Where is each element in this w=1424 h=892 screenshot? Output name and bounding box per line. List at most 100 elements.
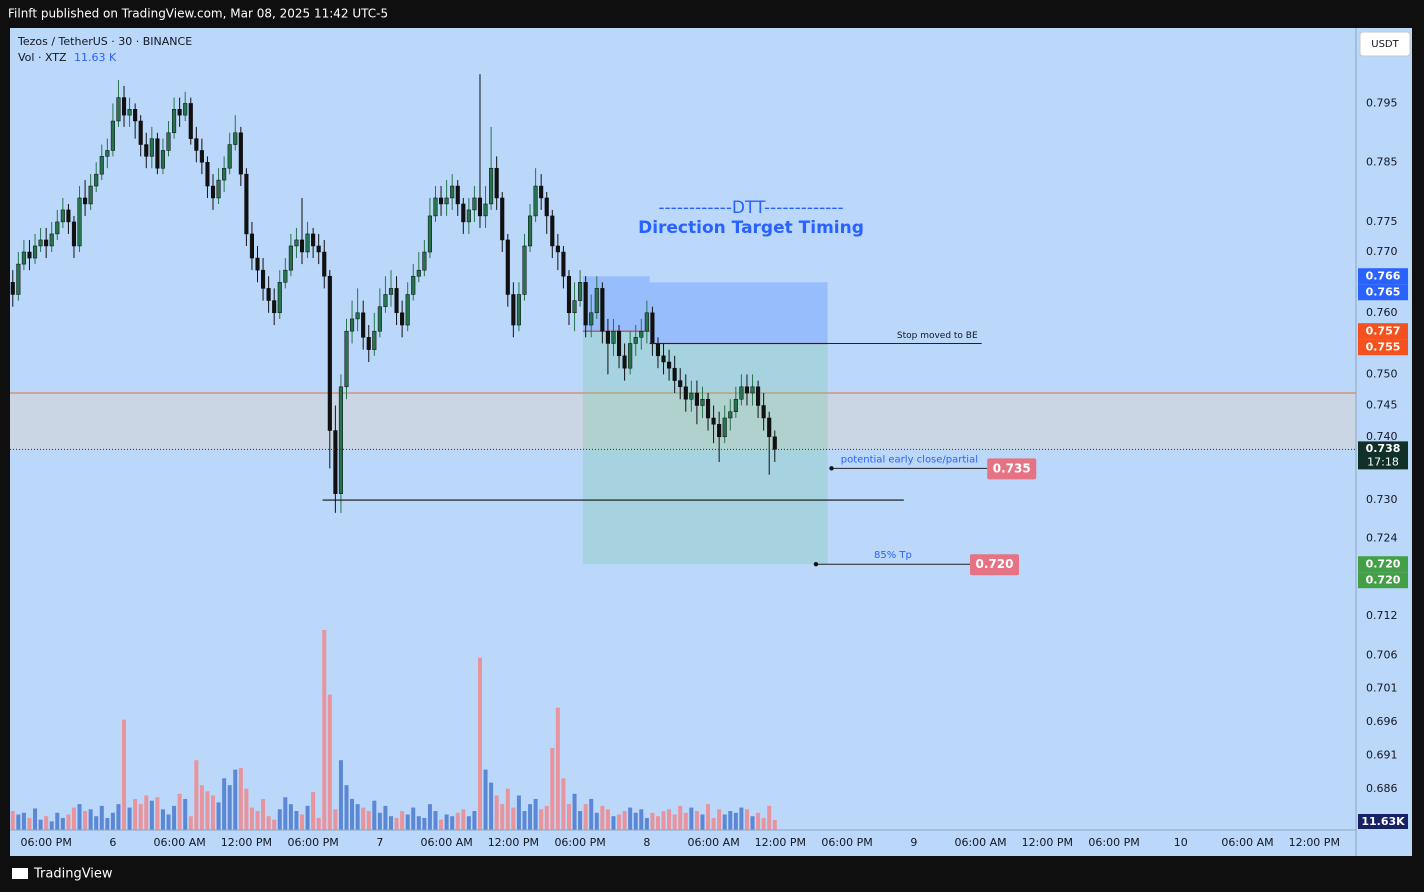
candle-body [744,386,750,394]
volume-bar [477,657,482,830]
x-tick-label: 06:00 AM [154,836,206,849]
x-tick-label: 12:00 PM [488,836,539,849]
volume-bar [94,816,99,830]
volume-bar [316,817,321,830]
candle-body [633,337,638,344]
volume-bar [366,811,371,830]
volume-bar [338,760,343,830]
x-tick-label: 06:00 PM [554,836,605,849]
candle-body [722,417,727,438]
candle-body [144,144,149,157]
candle-body [589,312,594,326]
volume-bar [711,817,716,830]
candle-body [66,209,71,223]
candle-body [466,209,471,223]
candle-body [733,398,738,412]
x-tick-label: 06:00 PM [821,836,872,849]
volume-bar [99,805,104,830]
dtt-title: ------------DTT------------- [658,198,843,218]
volume-bar [772,819,777,830]
candle-body [772,436,777,450]
volume-bar [77,804,82,830]
price-badge [1358,268,1408,285]
volume-bar [644,817,649,830]
candle-body [10,282,15,295]
x-tick-label: 12:00 PM [221,836,272,849]
x-tick-label: 06:00 AM [687,836,739,849]
candle-body [338,386,343,494]
candle-body [133,109,138,122]
candle-body [383,294,388,307]
y-tick-label: 0.686 [1366,782,1398,795]
y-tick-label: 0.770 [1366,245,1398,258]
candle-body [21,251,26,265]
symbol: Tezos / TetherUS · 30 · BINANCE [17,35,192,48]
candle-body [650,312,655,344]
last-price-label: 0.738 [1366,442,1401,455]
volume-bar [116,804,121,830]
candle-body [561,251,566,277]
volume-bar [188,816,193,830]
volume-bar [311,792,316,830]
volume-bar [21,812,26,830]
y-tick-label: 0.745 [1366,398,1398,411]
volume-bar [516,795,521,830]
y-tick-label: 0.795 [1366,96,1398,109]
volume-bar [361,807,366,830]
currency[interactable]: USDT [1371,39,1399,50]
candle-body [516,294,521,326]
volume-badge: 11.63K [1361,815,1405,828]
volume-bar [483,769,488,830]
volume-bar [88,809,93,830]
y-tick-label: 0.740 [1366,430,1398,443]
volume-bar [60,817,65,830]
candle-body [427,215,432,253]
candle-body [472,197,477,211]
x-tick-label: 8 [643,836,650,849]
candle-body [544,197,549,217]
x-tick-label: 06:00 PM [1088,836,1139,849]
volume-bar [583,804,588,830]
price-badge-label: 0.755 [1366,341,1401,354]
volume-bar [717,809,722,830]
target-text: 85% Tp [874,550,912,561]
currency-button[interactable] [1359,31,1411,57]
y-tick-label: 0.775 [1366,215,1398,228]
volume-bar [255,811,260,830]
volume-bar [55,812,60,830]
volume-bar [300,814,305,830]
volume-bar [16,814,21,830]
volume-bar [667,809,672,830]
candle-body [344,330,349,388]
price-badge-label: 0.766 [1366,270,1401,283]
header: Filnft published on TradingView.com, Mar… [8,7,388,21]
candle-body [55,221,60,235]
candle-body [667,361,672,369]
volume-bar [400,811,405,830]
volume-bar [761,817,766,830]
volume-bar [750,816,755,830]
volume-bar [756,812,761,830]
volume-bar [277,809,282,830]
candle-body [433,197,438,217]
price-badge-label: 0.720 [1366,558,1401,571]
candle-body [505,239,510,295]
candle-body [683,386,688,400]
volume-bar [160,809,165,830]
candle-body [511,294,516,326]
candle-body [500,197,505,241]
volume-bar [767,805,772,830]
target-text: potential early close/partial [841,454,978,465]
candle-body [116,97,121,122]
volume-bar [650,812,655,830]
y-tick-label: 0.785 [1366,155,1398,168]
price-badge-label: 0.757 [1366,325,1401,338]
candle-body [611,330,616,344]
plot: Stop moved to BE potential early close/pa… [10,74,1356,830]
candle-body [689,392,694,400]
candle-body [305,233,310,253]
target-dot [813,562,819,567]
volume-bar [539,809,544,830]
volume-bar [416,816,421,830]
candle-body [422,251,427,271]
